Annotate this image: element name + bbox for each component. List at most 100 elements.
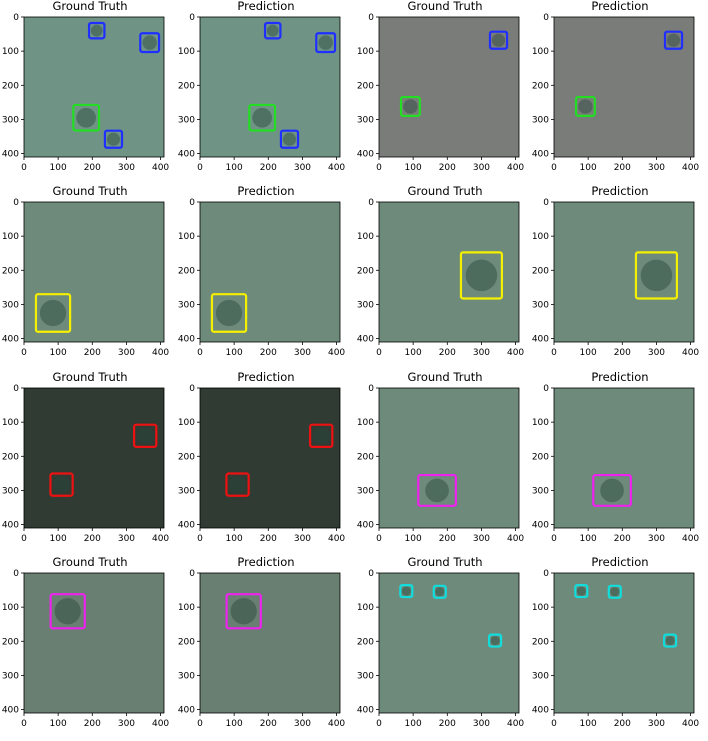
y-tick-label: 200	[2, 81, 19, 91]
x-tick-label: 100	[405, 719, 422, 729]
cell-blob	[490, 636, 500, 646]
y-tick-label: 0	[13, 569, 19, 579]
bounding-box	[488, 30, 509, 50]
image-axes: 0 0 100 100 200 200 300 300 400 400	[357, 569, 525, 729]
image-axes: 0 0 100 100 200 200 300 300 400 400	[532, 384, 700, 544]
y-tick-label: 200	[178, 81, 195, 91]
cell-blob	[76, 107, 96, 128]
y-tick-label: 100	[2, 603, 19, 613]
bounding-box	[103, 129, 124, 149]
bounding-box	[315, 32, 337, 54]
subplot-title: Prediction	[237, 0, 295, 13]
x-tick-label: 100	[580, 348, 597, 358]
image-axes: 0 0 100 100 200 200 300 300 400 400	[178, 198, 346, 358]
y-tick-label: 0	[543, 569, 549, 579]
microscopy-image	[554, 202, 694, 342]
y-tick-label: 400	[178, 521, 195, 531]
y-tick-label: 200	[357, 452, 374, 462]
x-tick-label: 400	[682, 719, 699, 729]
x-tick-label: 100	[50, 534, 67, 544]
subplot-panel: Ground Truth 0 0 100 100 200 200 300 300 400 400	[0, 185, 170, 370]
microscopy-image	[24, 202, 164, 342]
y-tick-label: 0	[368, 384, 374, 394]
cell-blob	[425, 478, 449, 503]
y-tick-label: 200	[178, 637, 195, 647]
y-tick-label: 400	[357, 150, 374, 160]
x-tick-label: 100	[580, 534, 597, 544]
x-tick-label: 200	[84, 348, 101, 358]
x-tick-label: 100	[405, 534, 422, 544]
subplot-title: Prediction	[237, 184, 295, 198]
y-tick-label: 100	[178, 47, 195, 57]
cell-blob	[312, 427, 330, 445]
bounding-box	[72, 103, 101, 132]
x-tick-label: 0	[197, 348, 203, 358]
x-tick-label: 300	[118, 348, 135, 358]
subplot-title: Prediction	[591, 555, 649, 569]
y-tick-label: 200	[2, 266, 19, 276]
y-tick-label: 0	[543, 384, 549, 394]
axes-frame	[378, 16, 520, 158]
subplot-title: Prediction	[237, 370, 295, 384]
bounding-box	[87, 21, 106, 40]
subplot-title: Ground Truth	[407, 555, 483, 569]
y-tick-label: 200	[178, 266, 195, 276]
y-tick-label: 200	[2, 452, 19, 462]
bounding-box	[133, 423, 158, 449]
image-axes: 0 0 100 100 200 200 300 300 400 400	[178, 384, 346, 544]
axes-frame	[199, 16, 341, 158]
subplot-panel: Ground Truth 0 0 100 100 200 200 300 300 400 400	[355, 0, 525, 185]
bounding-box	[248, 103, 277, 132]
y-tick-label: 300	[178, 671, 195, 681]
x-tick-label: 200	[260, 348, 277, 358]
subplot-title: Ground Truth	[52, 0, 128, 13]
bounding-box	[607, 584, 622, 599]
x-tick-label: 200	[439, 163, 456, 173]
y-tick-label: 400	[532, 706, 549, 716]
x-tick-label: 300	[648, 719, 665, 729]
y-tick-label: 300	[532, 671, 549, 681]
axes-frame	[553, 16, 695, 158]
y-tick-label: 300	[357, 115, 374, 125]
bounding-box	[417, 473, 457, 507]
subplot-panel: Prediction 0 0 100 100 200 200 300 300 400 400	[530, 556, 700, 741]
x-tick-label: 300	[473, 534, 490, 544]
y-tick-label: 200	[357, 266, 374, 276]
y-tick-label: 100	[532, 47, 549, 57]
x-tick-label: 300	[648, 534, 665, 544]
axes-frame	[553, 201, 695, 343]
axes-frame	[378, 387, 520, 529]
y-tick-label: 300	[532, 486, 549, 496]
x-tick-label: 300	[473, 163, 490, 173]
y-tick-label: 0	[189, 569, 195, 579]
subplot-panel: Ground Truth 0 0 100 100 200 200 300 300 400 400	[355, 556, 525, 741]
bounding-box	[592, 473, 632, 507]
x-tick-label: 200	[84, 163, 101, 173]
microscopy-image	[379, 388, 519, 528]
cell-blob	[229, 476, 247, 494]
x-tick-label: 400	[328, 719, 345, 729]
x-tick-label: 0	[197, 534, 203, 544]
y-tick-label: 400	[2, 521, 19, 531]
cell-blob	[53, 476, 71, 494]
y-tick-label: 100	[178, 603, 195, 613]
x-tick-label: 400	[507, 719, 524, 729]
y-tick-label: 0	[13, 384, 19, 394]
axes-frame	[378, 201, 520, 343]
y-tick-label: 400	[357, 706, 374, 716]
microscopy-image	[200, 573, 340, 713]
y-tick-label: 400	[2, 706, 19, 716]
x-tick-label: 100	[50, 348, 67, 358]
y-tick-label: 200	[532, 452, 549, 462]
x-tick-label: 300	[118, 534, 135, 544]
bounding-box	[399, 95, 421, 117]
y-tick-label: 200	[532, 81, 549, 91]
x-tick-label: 100	[226, 534, 243, 544]
x-tick-label: 300	[118, 719, 135, 729]
x-tick-label: 100	[405, 163, 422, 173]
subplot-panel: Prediction 0 0 100 100 200 200 300 300 400 400	[530, 371, 700, 556]
image-axes: 0 0 100 100 200 200 300 300 400 400	[357, 198, 525, 358]
y-tick-label: 0	[189, 13, 195, 23]
y-tick-label: 0	[13, 13, 19, 23]
cell-blob	[39, 299, 67, 327]
